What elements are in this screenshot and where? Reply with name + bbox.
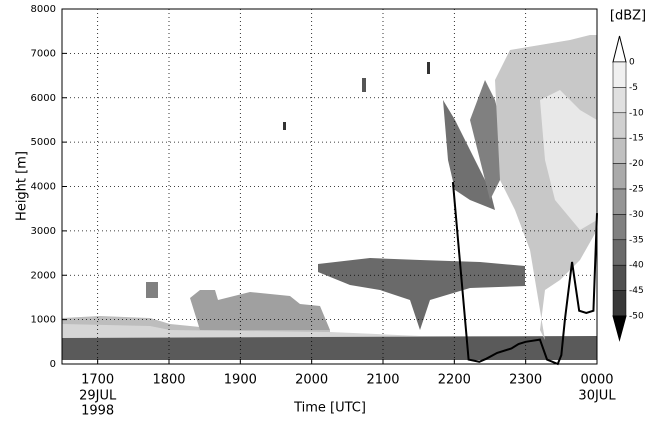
x-tick-label: 2300 [509, 373, 542, 388]
y-tick-label: 5000 [31, 137, 56, 148]
y-axis-label: Height [m] [15, 151, 30, 221]
y-tick-label: 8000 [31, 4, 56, 15]
series-line [451, 181, 598, 366]
colorbar-tick-label: -35 [629, 235, 644, 245]
y-tick-label: 2000 [31, 270, 56, 281]
y-tick-label: 1000 [31, 315, 56, 326]
y-tick-label: 0 [50, 359, 56, 370]
colorbar-cell [612, 214, 627, 241]
colorbar-cell [612, 61, 627, 88]
colorbar-tick-label: -25 [629, 185, 644, 195]
colorbar-tick-label: -50 [629, 312, 644, 322]
colorbar-tick-label: -40 [629, 261, 644, 271]
colorbar-tick-label: -10 [629, 108, 644, 118]
x-tick-label: 1700 [81, 373, 114, 388]
colorbar-tick-label: -45 [629, 286, 644, 296]
x-tick-label: 0000 [580, 373, 613, 388]
colorbar-cell [612, 188, 627, 215]
colorbar-tick-label: -5 [629, 83, 638, 93]
x-axis-label: Time [UTC] [293, 401, 366, 416]
colorbar-tick-label: 0 [629, 58, 635, 68]
colorbar-cell [612, 112, 627, 139]
colorbar-tick-label: -30 [629, 210, 644, 220]
reflectivity-field [62, 35, 597, 360]
date-label: 30JUL [578, 389, 616, 404]
colorbar-cell [612, 239, 627, 266]
x-tick-label: 1800 [152, 373, 185, 388]
date-label: 1998 [81, 404, 114, 419]
colorbar-title: [dBZ] [610, 9, 646, 24]
colorbar-tick-label: -15 [629, 134, 644, 144]
colorbar-cell [612, 290, 627, 317]
y-tick-label: 3000 [31, 226, 56, 237]
date-label: 29JUL [79, 389, 117, 404]
colorbar-cell [612, 163, 627, 190]
y-tick-label: 6000 [31, 93, 56, 104]
colorbar-cell [612, 87, 627, 114]
x-tick-label: 2000 [295, 373, 328, 388]
colorbar-end [612, 315, 627, 342]
colorbar-tick-label: -20 [629, 159, 644, 169]
y-tick-label: 7000 [31, 48, 56, 59]
colorbar-end [612, 35, 627, 63]
x-tick-label: 1900 [224, 373, 257, 388]
y-tick-label: 4000 [31, 182, 56, 193]
x-tick-label: 2200 [438, 373, 471, 388]
colorbar-cell [612, 264, 627, 291]
x-tick-label: 2100 [366, 373, 399, 388]
colorbar-cell [612, 137, 627, 164]
